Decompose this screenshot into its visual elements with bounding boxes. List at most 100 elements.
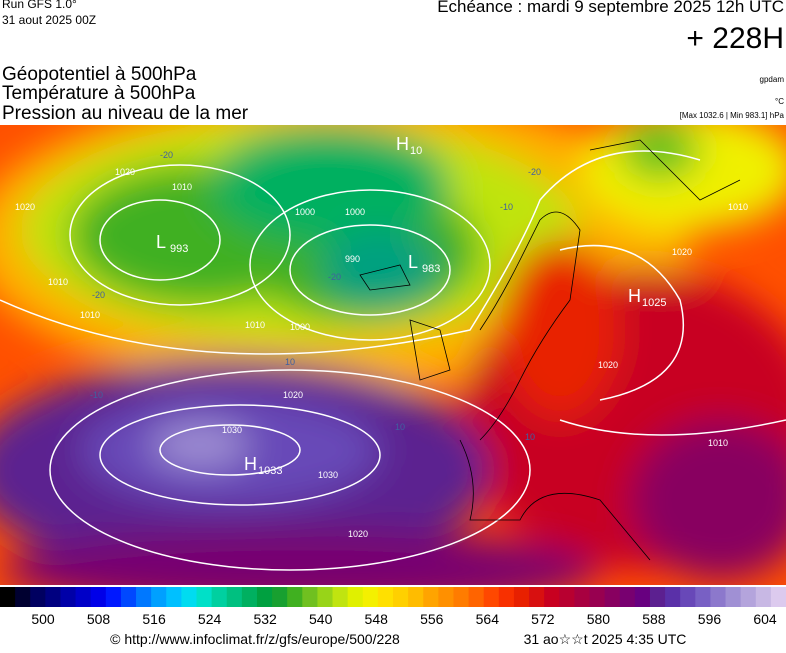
colorbar-tick-label: 524 [198,611,222,627]
colorbar-swatch [453,587,470,607]
isobar-label: 1010 [728,202,748,212]
center-value: 993 [170,243,188,255]
colorbar-swatch [725,587,742,607]
isobar-label: 1010 [80,310,100,320]
colorbar-tick-label: 556 [420,611,444,627]
temperature-label: -10 [90,390,103,400]
isobar-label: 1020 [672,247,692,257]
colorbar: 500 508 516 524 532 540 548 556 564 572 580 588 596 6… [0,587,786,627]
colorbar-swatch [151,587,167,607]
center-value: 1025 [642,297,666,309]
colorbar-swatch [181,587,197,607]
colorbar-swatch [770,587,786,607]
colorbar-swatch [468,587,485,607]
isobar-label: 1000 [295,207,315,217]
colorbar-swatch [408,587,424,607]
colorbar-swatch [226,587,243,607]
center-letter: L [408,252,418,272]
colorbar-swatch [211,587,228,607]
colorbar-swatch [498,587,515,607]
temperature-label: -20 [528,167,541,177]
colorbar-swatch [423,587,439,607]
temperature-label: 10 [285,357,295,367]
colorbar-swatch [105,587,122,607]
temperature-label: -10 [500,202,513,212]
colorbar-swatch [513,587,530,607]
temperature-label: -20 [92,290,105,300]
isobar-label: 1000 [290,322,310,332]
colorbar-swatch [619,587,636,607]
isobar-label: 1020 [115,167,135,177]
colorbar-swatch [75,587,92,607]
colorbar-swatch [529,587,545,607]
isobar-label: 1020 [15,202,35,212]
colorbar-swatch [544,587,560,607]
center-value: 983 [422,263,440,275]
colorbar-swatch [589,587,606,607]
colorbar-swatch [196,587,213,607]
center-value: 10 [410,145,422,157]
isobar-label: 1010 [245,320,265,330]
run-date: 31 aout 2025 00Z [2,13,96,27]
temperature-label: -20 [328,272,341,282]
coastlines [359,139,741,561]
colorbar-swatch [256,587,273,607]
forecast-time: Echéance : mardi 9 septembre 2025 12h UT… [437,0,784,16]
colorbar-tick-label: 508 [87,611,111,627]
colorbar-swatch [377,587,394,607]
colorbar-swatch [241,587,258,607]
colorbar-tick-label: 572 [531,611,555,627]
field-name: Géopotentiel à 500hPa [2,64,197,85]
center-value: 1033 [258,465,282,477]
colorbar-swatch [302,587,318,607]
center-letter: H [628,286,641,306]
colorbar-swatch [393,587,409,607]
isobar-label: 1020 [348,529,368,539]
colorbar-swatch [634,587,651,607]
isobar-label: 1010 [172,182,192,192]
isobar-label: 1010 [48,277,68,287]
colorbar-swatch [680,587,696,607]
footer-time: 31 ao☆☆t 2025 4:35 UTC [524,631,687,647]
colorbar-swatch [574,587,590,607]
colorbar-swatch [438,587,454,607]
temperature-label: -20 [160,150,173,160]
colorbar-tick-label: 532 [253,611,277,627]
footer-url: © http://www.infoclimat.fr/z/gfs/europe/… [110,631,400,647]
colorbar-swatch [559,587,575,607]
colorbar-swatch [0,587,16,607]
isobar-label: 1020 [598,360,618,370]
field-name: Température à 500hPa [2,83,196,104]
colorbar-swatch [483,587,500,607]
colorbar-tick-label: 548 [365,611,389,627]
isobar-label: 1000 [345,207,365,217]
center-letter: L [156,232,166,252]
colorbar-swatch [740,587,757,607]
isobar-label: 990 [345,254,360,264]
center-letter: H [396,134,409,154]
field-name: Pression au niveau de la mer [2,103,249,124]
colorbar-swatch [90,587,107,607]
colorbar-swatch [272,587,288,607]
isobars [0,150,786,571]
colorbar-swatch [166,587,182,607]
isobar-label: 1030 [222,425,242,435]
colorbar-tick-label: 580 [587,611,611,627]
field-shading [0,125,786,585]
center-letter: H [244,454,257,474]
colorbar-tick-label: 588 [642,611,666,627]
isobar-label: 1030 [318,470,338,480]
colorbar-swatch [665,587,681,607]
colorbar-swatch [45,587,61,607]
isobar-label: 1010 [708,438,728,448]
colorbar-tick-label: 516 [142,611,166,627]
colorbar-swatch [347,587,364,607]
colorbar-swatch [649,587,666,607]
colorbar-swatch [710,587,727,607]
unit: gpdam [760,75,785,84]
colorbar-swatch [120,587,137,607]
